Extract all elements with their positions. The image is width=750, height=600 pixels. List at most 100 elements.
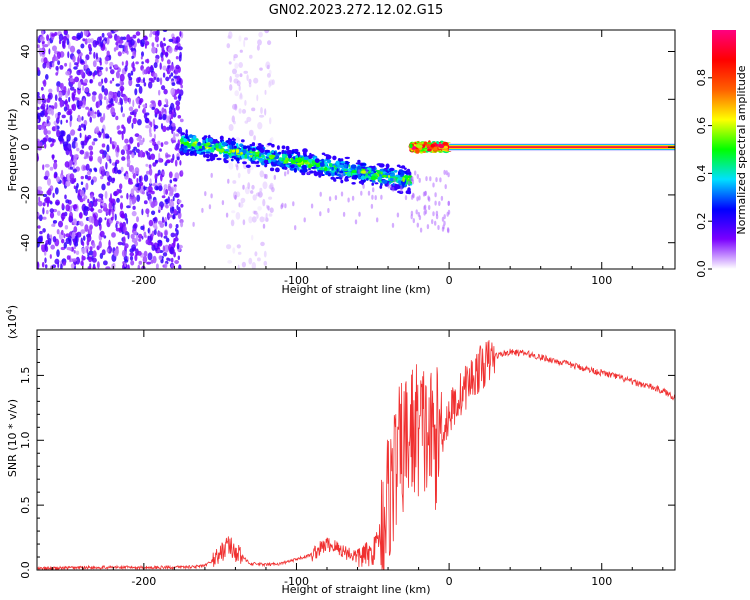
spectrogram-cell xyxy=(153,133,156,140)
spectrogram-cell xyxy=(109,80,113,84)
spectrogram-cell xyxy=(65,180,71,187)
spectrogram-cell xyxy=(131,122,134,129)
spectrogram-cell xyxy=(72,165,75,170)
spectrogram-cell xyxy=(262,223,266,229)
spectrogram-cell xyxy=(76,49,81,54)
spectrogram-cell xyxy=(269,207,274,213)
spectrogram-cell xyxy=(115,71,120,79)
spectrogram-cell xyxy=(42,164,45,171)
spectrogram-cell xyxy=(387,170,392,173)
spectrogram-cell xyxy=(64,194,67,200)
spectrogram-cell xyxy=(124,138,129,144)
spectrogram-cell xyxy=(104,77,108,84)
spectrogram-cell xyxy=(341,158,344,162)
spectrogram-cell xyxy=(143,231,147,238)
spectrogram-cell xyxy=(447,172,450,178)
spectrogram-cell xyxy=(253,135,256,141)
spectrogram-cell xyxy=(141,51,144,57)
spectrogram-cell xyxy=(230,158,234,162)
spectrogram-cell xyxy=(223,151,229,154)
spectrogram-cell xyxy=(352,172,357,176)
spectrogram-cell xyxy=(92,60,97,68)
spectrogram-cell xyxy=(283,166,288,170)
spectrogram-cell xyxy=(426,224,430,230)
spectrogram-cell xyxy=(98,217,103,224)
spectrogram-cell xyxy=(57,60,61,66)
spectrogram-cell xyxy=(101,32,105,38)
spectrogram-cell xyxy=(339,164,345,169)
spectrogram-cell xyxy=(234,73,240,78)
spectrogram-y-tick-label: 0 xyxy=(19,144,32,151)
spectrogram-cell xyxy=(235,191,241,198)
spectrogram-cell xyxy=(170,158,174,164)
spectrogram-cell xyxy=(447,201,450,206)
snr-series-line xyxy=(37,340,675,570)
spectrogram-cell xyxy=(108,239,111,248)
spectrogram-cell xyxy=(234,90,239,97)
spectrogram-cell xyxy=(254,251,258,257)
spectrogram-cell xyxy=(380,172,383,175)
spectrogram-cell xyxy=(74,76,80,83)
spectrogram-cell xyxy=(257,39,262,46)
snr-y-tick-label: 1.0 xyxy=(19,432,32,450)
spectrogram-cell xyxy=(247,182,251,190)
spectrogram-cell xyxy=(284,203,287,209)
spectrogram-cell xyxy=(136,194,141,202)
region-noise xyxy=(37,30,184,269)
spectrogram-cell xyxy=(71,141,77,149)
spectrogram-cell xyxy=(371,194,374,200)
spectrogram-cell xyxy=(109,91,114,96)
colorbar-label: Normalized spectral amplitude xyxy=(735,65,748,234)
spectrogram-cell xyxy=(150,100,156,104)
spectrogram-cell xyxy=(89,116,92,123)
spectrogram-cell xyxy=(164,221,168,227)
spectrogram-cell xyxy=(227,137,231,141)
spectrogram-cell xyxy=(65,199,70,204)
spectrogram-cell xyxy=(232,103,237,110)
spectrogram-cell xyxy=(286,149,292,155)
spectrogram-cell xyxy=(290,160,296,164)
spectrogram-cell xyxy=(183,141,190,146)
spectrogram-cell xyxy=(259,216,265,223)
spectrogram-cell xyxy=(302,167,308,173)
spectrogram-cell xyxy=(148,219,154,227)
spectrogram-cell xyxy=(54,102,58,109)
spectrogram-cell xyxy=(129,252,135,257)
spectrogram-cell xyxy=(60,212,66,220)
spectrogram-cell xyxy=(156,30,160,37)
spectrogram-cell xyxy=(151,138,156,142)
spectrogram-cell xyxy=(389,184,393,190)
spectrogram-cell xyxy=(233,54,238,59)
spectrogram-cell xyxy=(66,134,71,142)
spectrogram-cell xyxy=(432,211,435,217)
spectrogram-cell xyxy=(164,244,170,253)
spectrogram-cell xyxy=(115,83,121,87)
spectrogram-cell xyxy=(252,210,256,214)
spectrogram-cell xyxy=(336,160,340,166)
spectrogram-cell xyxy=(75,250,80,255)
spectrogram-cell xyxy=(152,199,158,207)
spectrogram-cell xyxy=(177,211,182,220)
spectrogram-cell xyxy=(228,61,232,65)
colorbar-tick-label: 0.4 xyxy=(695,165,708,183)
spectrogram-cell xyxy=(161,195,166,199)
spectrogram-cell xyxy=(82,241,85,247)
spectrogram-cell xyxy=(264,89,267,95)
spectrogram-cell xyxy=(166,257,170,261)
spectrogram-cell xyxy=(376,217,379,223)
spectrogram-cell xyxy=(366,167,372,171)
spectrogram-cell xyxy=(398,169,404,173)
spectrogram-cell xyxy=(153,229,157,236)
spectrogram-cell xyxy=(41,261,45,268)
spectrogram-cell xyxy=(87,198,90,204)
spectrogram-cell xyxy=(120,195,123,199)
spectrogram-cell xyxy=(409,143,413,148)
spectrogram-cell xyxy=(122,113,125,118)
spectrogram-cell xyxy=(262,181,268,190)
spectrogram-cell xyxy=(73,66,78,70)
spectrogram-cell xyxy=(124,45,128,54)
spectrogram-cell xyxy=(204,191,207,197)
spectrogram-cell xyxy=(130,260,135,266)
spectrogram-cell xyxy=(65,119,68,124)
spectrogram-cell xyxy=(415,148,420,154)
